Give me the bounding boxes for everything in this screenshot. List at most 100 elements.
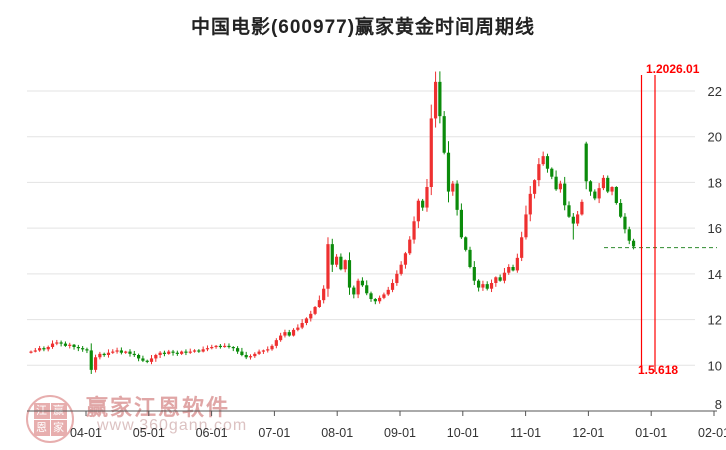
candle-down (614, 187, 618, 203)
candle-up (532, 180, 537, 194)
candle-down (438, 81, 442, 117)
candle-down (627, 229, 631, 241)
y-axis-label: 8 (715, 397, 722, 412)
candle-down (141, 358, 145, 361)
y-axis-label: 18 (708, 175, 722, 190)
x-axis-label: 12-01 (572, 426, 604, 440)
candle-up (317, 300, 321, 307)
candle-down (119, 350, 123, 353)
x-axis-label: 06-01 (196, 426, 228, 440)
candle-down (42, 348, 46, 350)
candle-up (322, 288, 326, 301)
candle-up (257, 351, 261, 354)
candle-up (261, 350, 266, 352)
candle-down (477, 280, 481, 288)
candle-down (455, 183, 459, 210)
candle-down (373, 299, 377, 302)
candle-up (416, 200, 420, 222)
candle-down (369, 293, 373, 299)
candle-up (356, 280, 360, 295)
y-axis-label: 12 (708, 313, 722, 328)
candle-up (489, 283, 494, 289)
candle-up (180, 351, 184, 354)
candle-down (235, 348, 240, 352)
candle-down (184, 351, 188, 353)
candle-down (631, 240, 636, 247)
candle-up (253, 353, 257, 357)
y-axis-label: 10 (708, 358, 722, 373)
candle-down (137, 355, 141, 359)
x-axis-label: 07-01 (258, 426, 290, 440)
candle-up (270, 345, 274, 350)
candle-down (550, 168, 554, 177)
candle-down (132, 353, 136, 356)
candle-up (214, 345, 218, 348)
candle-down (498, 277, 502, 281)
candle-up (33, 350, 37, 352)
candle-down (588, 181, 593, 192)
candle-up (192, 350, 197, 352)
candle-up (580, 201, 584, 215)
y-axis-label: 14 (708, 267, 722, 282)
candle-down (330, 244, 334, 265)
candle-up (223, 345, 227, 348)
candle-up (304, 318, 309, 323)
candle-up (451, 183, 455, 192)
candle-down (162, 352, 167, 354)
candle-up (205, 348, 210, 350)
candle-up (313, 307, 317, 314)
candle-down (554, 176, 558, 190)
candle-down (511, 267, 515, 271)
candle-up (248, 356, 253, 358)
candle-up (494, 277, 498, 283)
candle-up (507, 267, 511, 273)
candle-down (287, 332, 291, 336)
candle-up (158, 352, 162, 355)
candle-down (593, 191, 597, 199)
candle-up (283, 332, 287, 336)
candle-down (421, 200, 425, 208)
candle-up (558, 183, 562, 190)
candle-down (63, 343, 68, 346)
candle-up (610, 187, 614, 192)
x-axis-label: 09-01 (384, 426, 416, 440)
candle-down (468, 249, 472, 267)
candle-up (433, 81, 438, 119)
candle-down (240, 351, 244, 355)
candle-down (339, 256, 343, 270)
candle-down (352, 287, 356, 295)
period-line-bottom-label: 1.5.618 (638, 363, 679, 377)
y-axis-label: 22 (708, 84, 722, 99)
candle-up (481, 284, 485, 288)
candle-down (171, 351, 175, 353)
candle-up (386, 289, 390, 295)
candle-down (197, 350, 201, 352)
candle-up (515, 257, 519, 271)
x-axis-label: 10-01 (447, 426, 479, 440)
x-axis-label: 08-01 (321, 426, 353, 440)
candle-up (412, 221, 416, 240)
candle-down (360, 280, 365, 286)
candle-up (188, 351, 192, 353)
candle-down (464, 237, 468, 250)
candle-down (102, 353, 106, 356)
candle-up (520, 237, 524, 258)
candle-down (59, 342, 63, 344)
candle-down (485, 284, 489, 289)
candle-up (395, 273, 399, 283)
candle-down (365, 285, 369, 294)
candle-down (76, 347, 80, 349)
y-axis-label: 20 (708, 130, 722, 145)
candle-down (175, 352, 179, 354)
candle-down (227, 345, 231, 348)
candle-down (128, 351, 132, 354)
candle-up (55, 342, 59, 344)
candle-up (291, 329, 296, 336)
candle-up (537, 164, 541, 181)
candle-up (111, 351, 115, 353)
candle-up (524, 214, 528, 238)
candle-up (408, 239, 412, 254)
candle-up (300, 323, 304, 328)
candle-up (266, 349, 270, 351)
